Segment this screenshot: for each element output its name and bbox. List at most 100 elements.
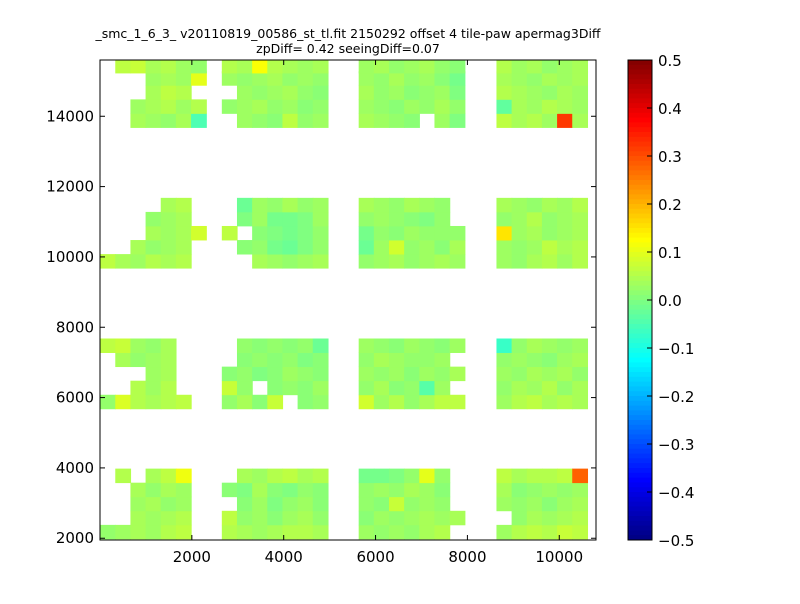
- heatmap-cell: [297, 85, 314, 100]
- heatmap-cell: [496, 524, 513, 540]
- heatmap-cell: [449, 240, 466, 255]
- heatmap-cell: [221, 524, 238, 540]
- heatmap-cell: [541, 352, 558, 368]
- heatmap-cell: [175, 496, 192, 512]
- heatmap-cell: [267, 197, 284, 213]
- colorbar-gradient-step: [628, 108, 652, 114]
- heatmap-cell: [236, 394, 253, 410]
- heatmap-cell: [434, 99, 451, 114]
- heatmap-cell: [373, 71, 390, 86]
- heatmap-cell: [145, 338, 162, 353]
- heatmap-cell: [541, 366, 558, 382]
- heatmap-cell: [145, 71, 162, 86]
- heatmap-cell: [358, 352, 375, 368]
- colorbar-gradient-step: [628, 357, 652, 363]
- heatmap-cell: [130, 352, 147, 368]
- colorbar-gradient-step: [628, 276, 652, 282]
- heatmap-cell: [358, 113, 375, 128]
- colorbar-gradient-step: [628, 424, 652, 431]
- heatmap-cell: [297, 482, 314, 498]
- heatmap-cell: [252, 482, 268, 498]
- colorbar-tick-label: 0.1: [658, 244, 682, 262]
- heatmap-cell: [145, 60, 162, 74]
- heatmap-cell: [175, 254, 192, 269]
- heatmap-cell: [267, 211, 284, 227]
- heatmap-cell: [175, 510, 192, 526]
- colorbar-gradient-step: [628, 391, 652, 397]
- heatmap-cell: [496, 338, 513, 353]
- heatmap-cell: [312, 338, 329, 353]
- heatmap-cell: [175, 197, 192, 213]
- heatmap-cell: [434, 254, 451, 269]
- heatmap-cell: [236, 468, 253, 484]
- heatmap-cell: [526, 113, 543, 128]
- colorbar-gradient-step: [628, 520, 652, 527]
- colorbar-tick-label: −0.2: [658, 388, 694, 406]
- heatmap-cell: [404, 85, 420, 100]
- heatmap-cell: [419, 510, 436, 526]
- heatmap-cell: [160, 338, 177, 353]
- heatmap-cell: [252, 254, 268, 269]
- colorbar-gradient-step: [628, 367, 652, 373]
- heatmap-cell: [191, 60, 207, 74]
- colorbar-gradient-step: [628, 271, 652, 277]
- heatmap-cell: [130, 240, 147, 255]
- heatmap-cell: [526, 352, 543, 368]
- heatmap-cell: [358, 468, 375, 484]
- heatmap-cell: [282, 254, 299, 269]
- heatmap-cell: [526, 211, 543, 227]
- heatmap-cell: [358, 240, 375, 255]
- heatmap-cell: [312, 85, 329, 100]
- heatmap-cell: [175, 482, 192, 498]
- x-tick-label: 8000: [448, 548, 486, 566]
- heatmap-cell: [297, 380, 314, 396]
- colorbar-gradient-step: [628, 180, 652, 186]
- colorbar-gradient-step: [628, 463, 652, 469]
- heatmap-cell: [434, 225, 451, 241]
- chart-title-line-1: _smc_1_6_3_ v20110819_00586_st_tl.fit 21…: [94, 26, 600, 41]
- heatmap-cell: [419, 352, 436, 368]
- colorbar-gradient-step: [628, 362, 652, 368]
- heatmap-cell: [526, 366, 543, 382]
- heatmap-cell: [160, 366, 177, 382]
- heatmap-cell: [511, 366, 528, 382]
- heatmap-cell: [221, 225, 238, 241]
- heatmap-cell: [297, 99, 314, 114]
- heatmap-cell: [572, 394, 589, 410]
- colorbar-gradient-step: [628, 252, 652, 258]
- heatmap-cell: [419, 71, 436, 86]
- heatmap-cell: [434, 482, 451, 498]
- heatmap-cell: [404, 510, 420, 526]
- heatmap-cell: [404, 468, 420, 484]
- heatmap-cell: [526, 510, 543, 526]
- heatmap-cell: [267, 71, 284, 86]
- heatmap-cell: [496, 99, 513, 114]
- heatmap-cell: [358, 99, 375, 114]
- heatmap-cell: [557, 240, 573, 255]
- heatmap-cell: [175, 71, 192, 86]
- heatmap-cell: [267, 482, 284, 498]
- heatmap-cell: [252, 524, 268, 540]
- colorbar-gradient-step: [628, 103, 652, 109]
- heatmap-cell: [419, 468, 436, 484]
- heatmap-cell: [526, 60, 543, 74]
- heatmap-cell: [100, 254, 116, 269]
- heatmap-cell: [130, 99, 147, 114]
- heatmap-cell: [572, 254, 589, 269]
- heatmap-cell: [572, 113, 589, 128]
- x-tick-label: 10000: [535, 548, 583, 566]
- heatmap-cell: [541, 394, 558, 410]
- heatmap-cell: [434, 510, 451, 526]
- x-axis: 2000 4000 6000 8000 10000: [173, 60, 583, 566]
- colorbar-tick-label: −0.1: [658, 340, 694, 358]
- heatmap-cell: [511, 524, 528, 540]
- heatmap-cell: [252, 85, 268, 100]
- heatmap-cell: [449, 366, 466, 382]
- heatmap-cell: [236, 338, 253, 353]
- heatmap-cell: [160, 240, 177, 255]
- heatmap-cell: [282, 240, 299, 255]
- x-tick-label: 2000: [173, 548, 211, 566]
- heatmap-cell: [252, 338, 268, 353]
- colorbar-tick-label: 0.3: [658, 148, 682, 166]
- heatmap-cell: [312, 468, 329, 484]
